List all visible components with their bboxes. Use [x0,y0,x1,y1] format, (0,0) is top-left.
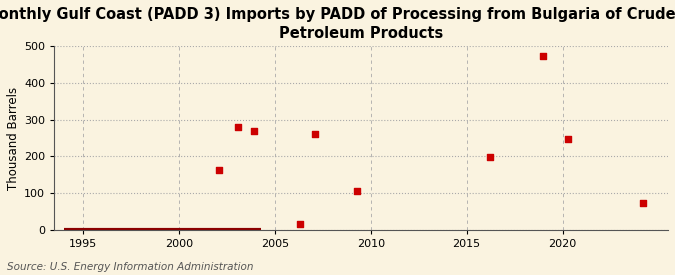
Point [538,53,549,58]
Point [638,201,649,205]
Title: Monthly Gulf Coast (PADD 3) Imports by PADD of Processing from Bulgaria of Crude: Monthly Gulf Coast (PADD 3) Imports by P… [0,7,675,41]
Point [233,125,244,129]
Point [214,168,225,172]
Point [484,155,495,160]
Point [248,129,259,133]
Point [294,222,305,227]
Y-axis label: Thousand Barrels: Thousand Barrels [7,87,20,190]
Text: Source: U.S. Energy Information Administration: Source: U.S. Energy Information Administ… [7,262,253,272]
Point [563,137,574,141]
Point [310,132,321,137]
Point [352,189,362,194]
